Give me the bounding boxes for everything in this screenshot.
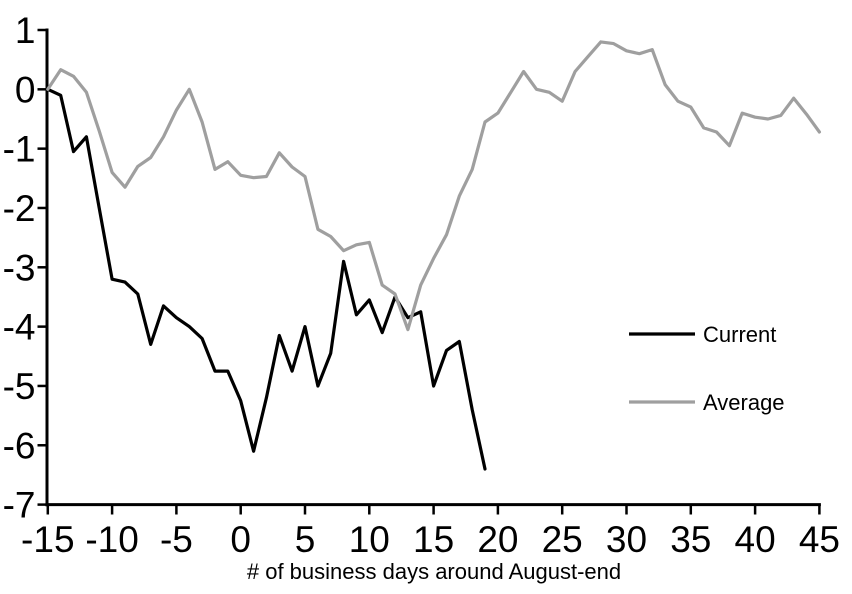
ticks-layer: -15 -10 -5 0 5 10 15 20 25 30 35 40 4510-1-2-3-4-5-6… — [3, 10, 840, 560]
x-axis-tick-label: -10 — [85, 519, 138, 560]
y-axis-tick-label: -3 — [3, 247, 36, 288]
series-line-current — [46, 87, 487, 471]
legend: Current Average — [629, 322, 785, 415]
x-axis-tick-label: 20 — [477, 519, 518, 560]
legend-average-label: Average — [703, 390, 785, 415]
x-axis-tick-label: 25 — [542, 519, 583, 560]
x-axis-tick-label: 10 — [349, 519, 390, 560]
series-line-average — [46, 40, 822, 332]
series-layer — [46, 40, 822, 471]
y-axis-tick-label: -1 — [3, 129, 36, 170]
y-axis-tick-label: 1 — [15, 10, 36, 51]
x-axis-tick-label: 40 — [735, 519, 776, 560]
x-axis-tick-label: 0 — [230, 519, 251, 560]
x-axis-tick-label: 35 — [670, 519, 711, 560]
y-axis-tick-label: -5 — [3, 366, 36, 407]
x-axis-tick-label: 5 — [295, 519, 316, 560]
x-axis-tick-label: 30 — [606, 519, 647, 560]
y-axis-tick-label: 0 — [15, 69, 36, 110]
x-axis-tick-label: -5 — [160, 519, 193, 560]
y-axis-tick-label: -6 — [3, 425, 36, 466]
x-axis-title: # of business days around August-end — [247, 559, 621, 584]
y-axis-tick-label: -2 — [3, 188, 36, 229]
y-axis-tick-label: -4 — [3, 307, 36, 348]
x-axis-tick-label: 45 — [799, 519, 840, 560]
legend-current-label: Current — [703, 322, 776, 347]
y-axis-tick-label: -7 — [3, 485, 36, 526]
x-axis-tick-label: 15 — [413, 519, 454, 560]
x-axis-tick-label: -15 — [21, 519, 74, 560]
